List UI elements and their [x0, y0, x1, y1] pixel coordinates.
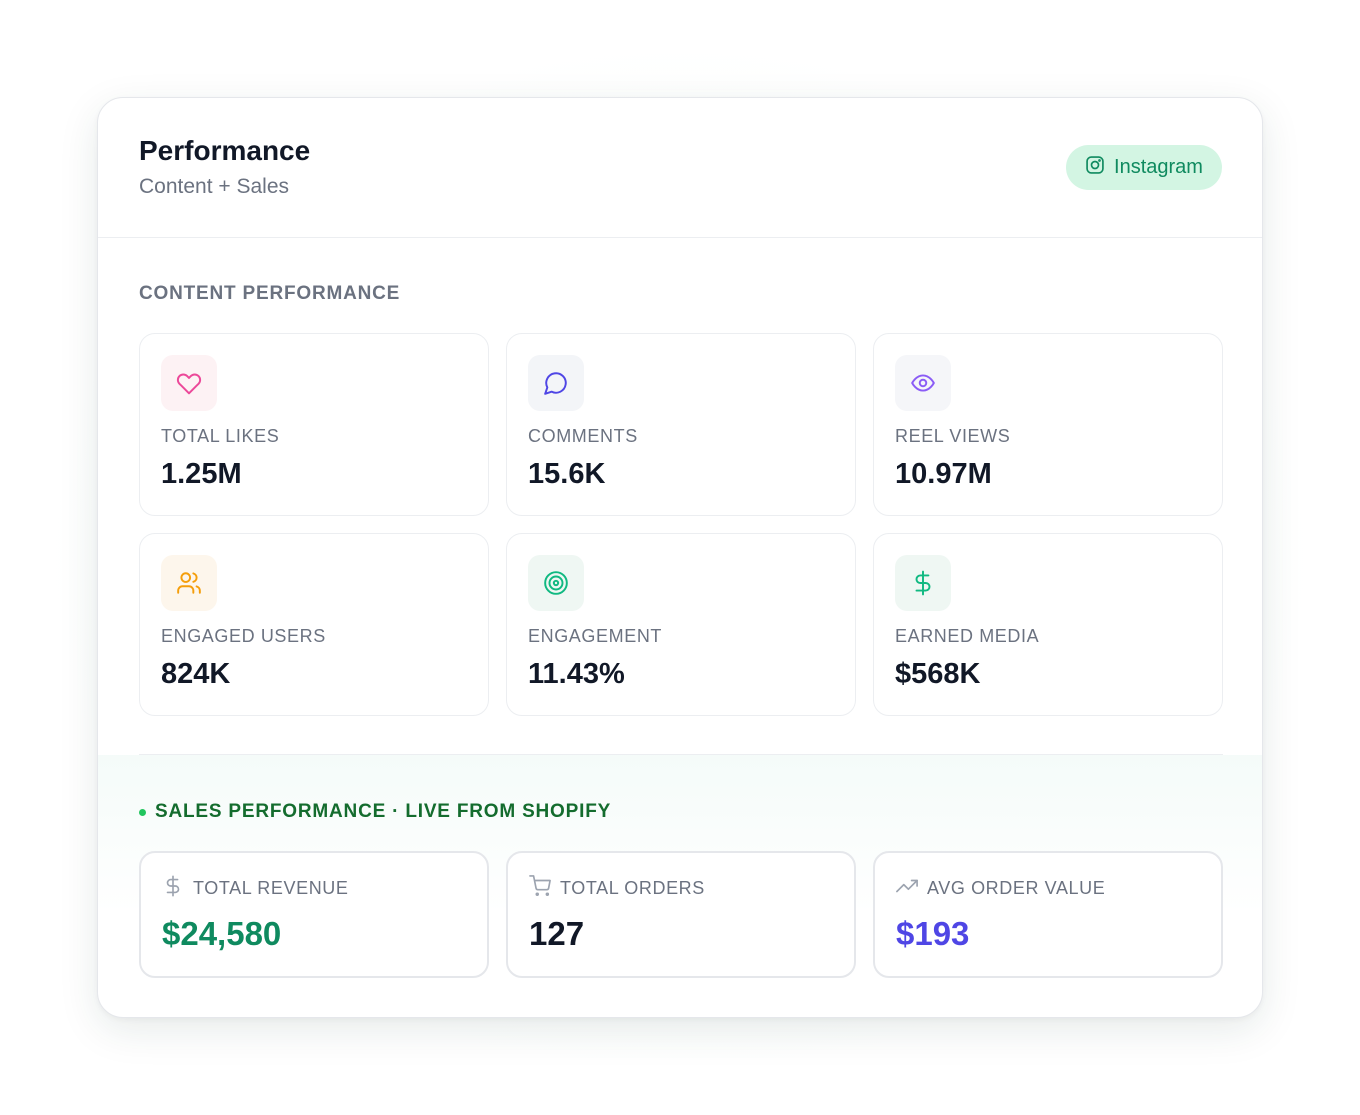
sales-performance-heading: SALES PERFORMANCE · LIVE FROM SHOPIFY [139, 801, 611, 823]
target-icon [528, 555, 584, 611]
metric-card-total-likes: TOTAL LIKES 1.25M [139, 333, 489, 516]
performance-card: Performance Content + Sales Instagram CO… [97, 97, 1263, 1018]
metric-label: ENGAGEMENT [528, 626, 663, 646]
page-subtitle: Content + Sales [139, 175, 290, 198]
instagram-icon [1085, 155, 1105, 181]
trending-up-icon [896, 875, 918, 902]
users-icon [161, 555, 217, 611]
sales-card-avg-order-value: AVG ORDER VALUE $193 [873, 851, 1223, 978]
metric-label: ENGAGED USERS [161, 626, 326, 646]
metric-card-engagement: ENGAGEMENT 11.43% [506, 533, 856, 716]
content-metrics-grid: TOTAL LIKES 1.25M COMMENTS 15.6K REEL VI… [139, 333, 1223, 716]
metric-card-engaged-users: ENGAGED USERS 824K [139, 533, 489, 716]
metric-label: COMMENTS [528, 426, 638, 446]
metric-label: REEL VIEWS [895, 426, 1011, 446]
sales-card-header: TOTAL ORDERS [529, 875, 705, 902]
metric-label: TOTAL LIKES [161, 426, 280, 446]
platform-badge-instagram[interactable]: Instagram [1066, 145, 1222, 190]
dollar-icon [162, 875, 184, 902]
sales-label: AVG ORDER VALUE [927, 878, 1106, 898]
section-divider [139, 754, 1223, 755]
sales-value: $193 [896, 915, 970, 952]
metric-value: 15.6K [528, 458, 606, 490]
card-header: Performance Content + Sales Instagram [98, 98, 1262, 238]
sales-card-total-revenue: TOTAL REVENUE $24,580 [139, 851, 489, 978]
sales-label: TOTAL REVENUE [193, 878, 349, 898]
heart-icon [161, 355, 217, 411]
cart-icon [529, 875, 551, 902]
message-circle-icon [528, 355, 584, 411]
eye-icon [895, 355, 951, 411]
metric-card-earned-media: EARNED MEDIA $568K [873, 533, 1223, 716]
metric-value: 11.43% [528, 658, 625, 690]
metric-value: $568K [895, 658, 981, 690]
metric-value: 824K [161, 658, 231, 690]
metric-card-comments: COMMENTS 15.6K [506, 333, 856, 516]
sales-card-total-orders: TOTAL ORDERS 127 [506, 851, 856, 978]
dollar-icon [895, 555, 951, 611]
page-title: Performance [139, 135, 311, 166]
sales-performance-label: SALES PERFORMANCE · LIVE FROM SHOPIFY [155, 801, 612, 822]
sales-value: $24,580 [162, 915, 282, 952]
metric-label: EARNED MEDIA [895, 626, 1040, 646]
metric-value: 1.25M [161, 458, 242, 490]
content-performance-heading: CONTENT PERFORMANCE [139, 283, 401, 304]
sales-card-header: AVG ORDER VALUE [896, 875, 1105, 902]
sales-metrics-grid: TOTAL REVENUE $24,580 TOTAL ORDERS 127 [139, 851, 1223, 978]
live-status-dot [139, 808, 146, 816]
sales-label: TOTAL ORDERS [560, 878, 705, 898]
platform-badge-label: Instagram [1114, 156, 1203, 178]
sales-value: 127 [529, 915, 585, 952]
metric-card-reel-views: REEL VIEWS 10.97M [873, 333, 1223, 516]
sales-card-header: TOTAL REVENUE [162, 875, 349, 902]
metric-value: 10.97M [895, 458, 992, 490]
